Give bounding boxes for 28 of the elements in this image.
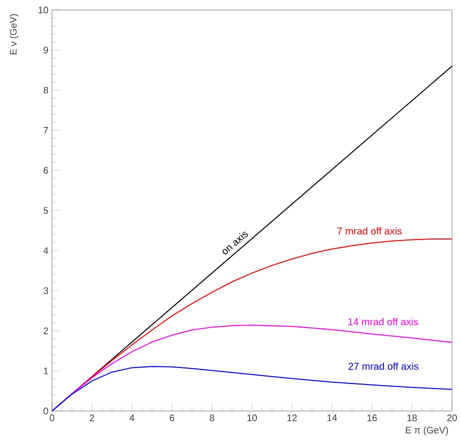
series-label: 7 mrad off axis [337,227,402,235]
y-tick-label: 10 [38,6,48,14]
y-tick-label: 7 [44,127,48,134]
x-tick-label: 20 [447,414,457,422]
x-axis-title: E π (GeV) [406,426,448,436]
x-tick-label: 10 [247,414,257,422]
y-tick-label: 9 [44,46,48,54]
y-tick-label: 3 [44,287,48,294]
x-tick-label: 12 [287,414,297,422]
x-tick-label: 6 [170,414,174,422]
x-tick-label: 0 [50,414,54,422]
y-tick-label: 2 [44,327,48,334]
x-tick-label: 18 [407,414,417,422]
x-tick-label: 8 [210,414,214,422]
series-label: 14 mrad off axis [348,318,418,326]
x-tick-label: 14 [327,414,337,422]
x-tick-label: 16 [367,414,377,422]
series-label: 27 mrad off axis [348,362,418,370]
x-tick-label: 4 [130,414,134,422]
y-tick-label: 4 [43,247,48,254]
y-axis-title: E ν (GeV) [10,14,18,54]
y-tick-label: 8 [44,86,48,94]
y-tick-label: 0 [44,408,48,414]
y-tick-label: 6 [44,167,48,174]
text: on axis [222,232,248,254]
x-tick-label: 2 [90,414,94,422]
y-tick-label: 5 [44,207,48,214]
y-tick-label: 1 [44,368,48,374]
